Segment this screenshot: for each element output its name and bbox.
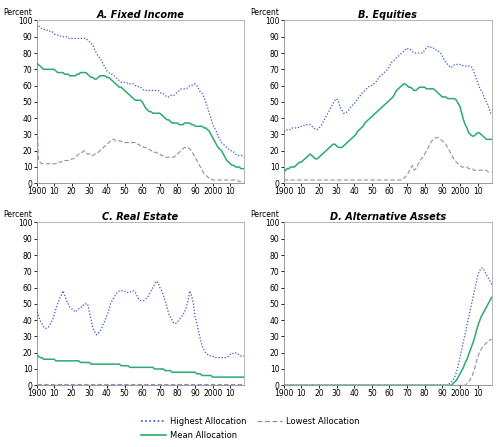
Legend: Highest Allocation, Mean Allocation, Lowest Allocation: Highest Allocation, Mean Allocation, Low…: [138, 414, 362, 443]
Title: C. Real Estate: C. Real Estate: [102, 212, 178, 222]
Title: D. Alternative Assets: D. Alternative Assets: [330, 212, 446, 222]
Text: Percent: Percent: [3, 210, 32, 219]
Title: A. Fixed Income: A. Fixed Income: [96, 10, 184, 20]
Title: B. Equities: B. Equities: [358, 10, 417, 20]
Text: Percent: Percent: [3, 8, 32, 17]
Text: Percent: Percent: [250, 210, 280, 219]
Text: Percent: Percent: [250, 8, 280, 17]
